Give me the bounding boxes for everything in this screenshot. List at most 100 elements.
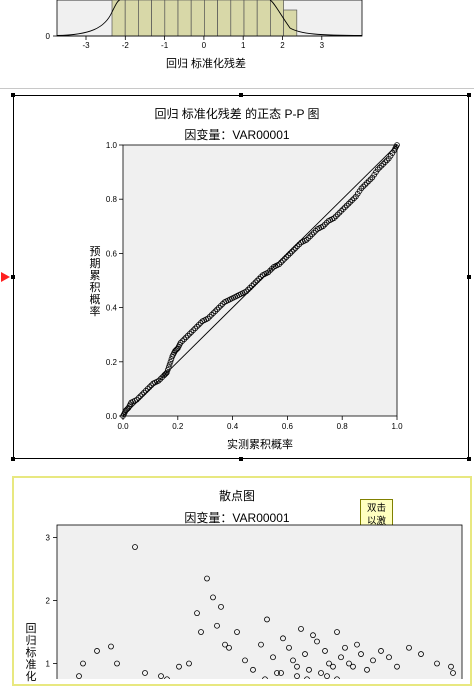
scatter-point (338, 654, 344, 661)
histogram-bar (138, 0, 152, 37)
scatter-point (386, 654, 392, 661)
scatter-plot-title: 散点图 (218, 489, 255, 503)
selection-handle[interactable] (239, 93, 243, 97)
pp-point (135, 395, 142, 401)
pp-point (123, 406, 130, 413)
pp-x-label: 实测累积概率 (227, 439, 293, 451)
histogram-normal-curve (56, 0, 363, 36)
histogram-bar (190, 0, 205, 37)
histogram-bar (124, 0, 139, 37)
pp-point (360, 183, 367, 190)
scatter-y-tick: 3 (46, 534, 51, 543)
scatter-point (210, 594, 216, 601)
scatter-point (310, 632, 316, 639)
scatter-point (378, 648, 384, 654)
pp-x-tick: 0.4 (227, 422, 239, 431)
scatter-point (298, 625, 304, 632)
pp-point (292, 245, 299, 251)
pp-point (197, 320, 204, 326)
scatter-point (334, 676, 340, 679)
histogram-bar (256, 0, 271, 37)
scatter-point (330, 663, 336, 670)
pp-point (358, 185, 365, 192)
pp-point (139, 391, 145, 398)
scatter-point (176, 663, 182, 670)
pp-point (173, 347, 179, 353)
scatter-canvas: 3 2 1 (46, 524, 463, 679)
scatter-point (358, 651, 364, 657)
pp-y-tick: 1.0 (106, 141, 118, 150)
selection-handle[interactable] (467, 457, 471, 461)
pp-point (375, 166, 381, 173)
pp-point (164, 367, 171, 373)
histogram-chart: 0 -3 -2 -1 0 1 2 3 回归 标准化残差 (0, 0, 474, 92)
histogram-bar (177, 0, 192, 37)
pp-x-tick: 0.6 (282, 422, 294, 431)
histogram-bar (111, 0, 126, 37)
pp-point (165, 364, 172, 371)
pp-point (188, 329, 195, 335)
pp-y-tick: 0.8 (106, 195, 118, 204)
pp-point (283, 254, 290, 260)
pp-point (250, 281, 257, 287)
pp-point (309, 231, 315, 238)
histogram-bar (283, 9, 298, 37)
scatter-point (262, 676, 268, 679)
pp-point (181, 336, 187, 343)
pp-point (252, 279, 259, 286)
histogram-bar (270, 0, 284, 37)
pp-x-tick: 1.0 (391, 422, 403, 431)
scatter-point (108, 643, 114, 650)
scatter-point (164, 676, 170, 679)
pp-point (265, 269, 272, 276)
scatter-point (278, 670, 284, 676)
pp-point (349, 197, 356, 203)
pp-point (331, 215, 337, 221)
scatter-point (346, 660, 352, 667)
scatter-y-tick: 2 (46, 597, 51, 606)
pp-point (185, 332, 191, 339)
pp-point (347, 199, 354, 205)
scatter-point (226, 644, 232, 651)
pp-point (143, 387, 149, 394)
divider (0, 88, 474, 89)
pp-point (307, 233, 314, 240)
pp-point (137, 393, 144, 399)
scatter-point (258, 641, 264, 648)
scatter-point (314, 638, 320, 645)
pp-x-tick: 0.2 (172, 422, 184, 431)
pp-point (378, 162, 385, 169)
selection-handle[interactable] (11, 275, 15, 279)
pp-point (338, 208, 345, 214)
pp-plot-subtitle: 因变量：VAR00001 (184, 128, 290, 142)
scatter-point (406, 644, 412, 651)
selection-handle[interactable] (239, 457, 243, 461)
selection-handle[interactable] (467, 275, 471, 279)
pp-y-tick: 0.2 (106, 358, 118, 367)
pp-point (394, 142, 400, 148)
pp-point (280, 257, 286, 264)
pp-point (217, 302, 224, 309)
pp-point (340, 206, 346, 212)
scatter-point (418, 651, 424, 657)
selection-arrow-icon (1, 272, 10, 282)
pp-point (183, 334, 189, 341)
scatter-point (270, 654, 276, 661)
pp-point (365, 178, 372, 184)
scatter-point (364, 666, 370, 673)
scatter-point (242, 657, 248, 664)
pp-point (322, 221, 328, 228)
pp-point (343, 202, 350, 209)
pp-point (245, 286, 251, 293)
scatter-point (334, 629, 340, 635)
scatter-point (186, 660, 192, 667)
scatter-point (214, 622, 220, 629)
scatter-point (198, 629, 204, 635)
selection-handle[interactable] (467, 93, 471, 97)
pp-point (294, 243, 301, 249)
scatter-point (318, 670, 324, 676)
selection-handle[interactable] (11, 93, 15, 97)
selection-handle[interactable] (11, 457, 15, 461)
pp-y-tick: 0.0 (106, 412, 118, 421)
pp-point (290, 246, 297, 253)
